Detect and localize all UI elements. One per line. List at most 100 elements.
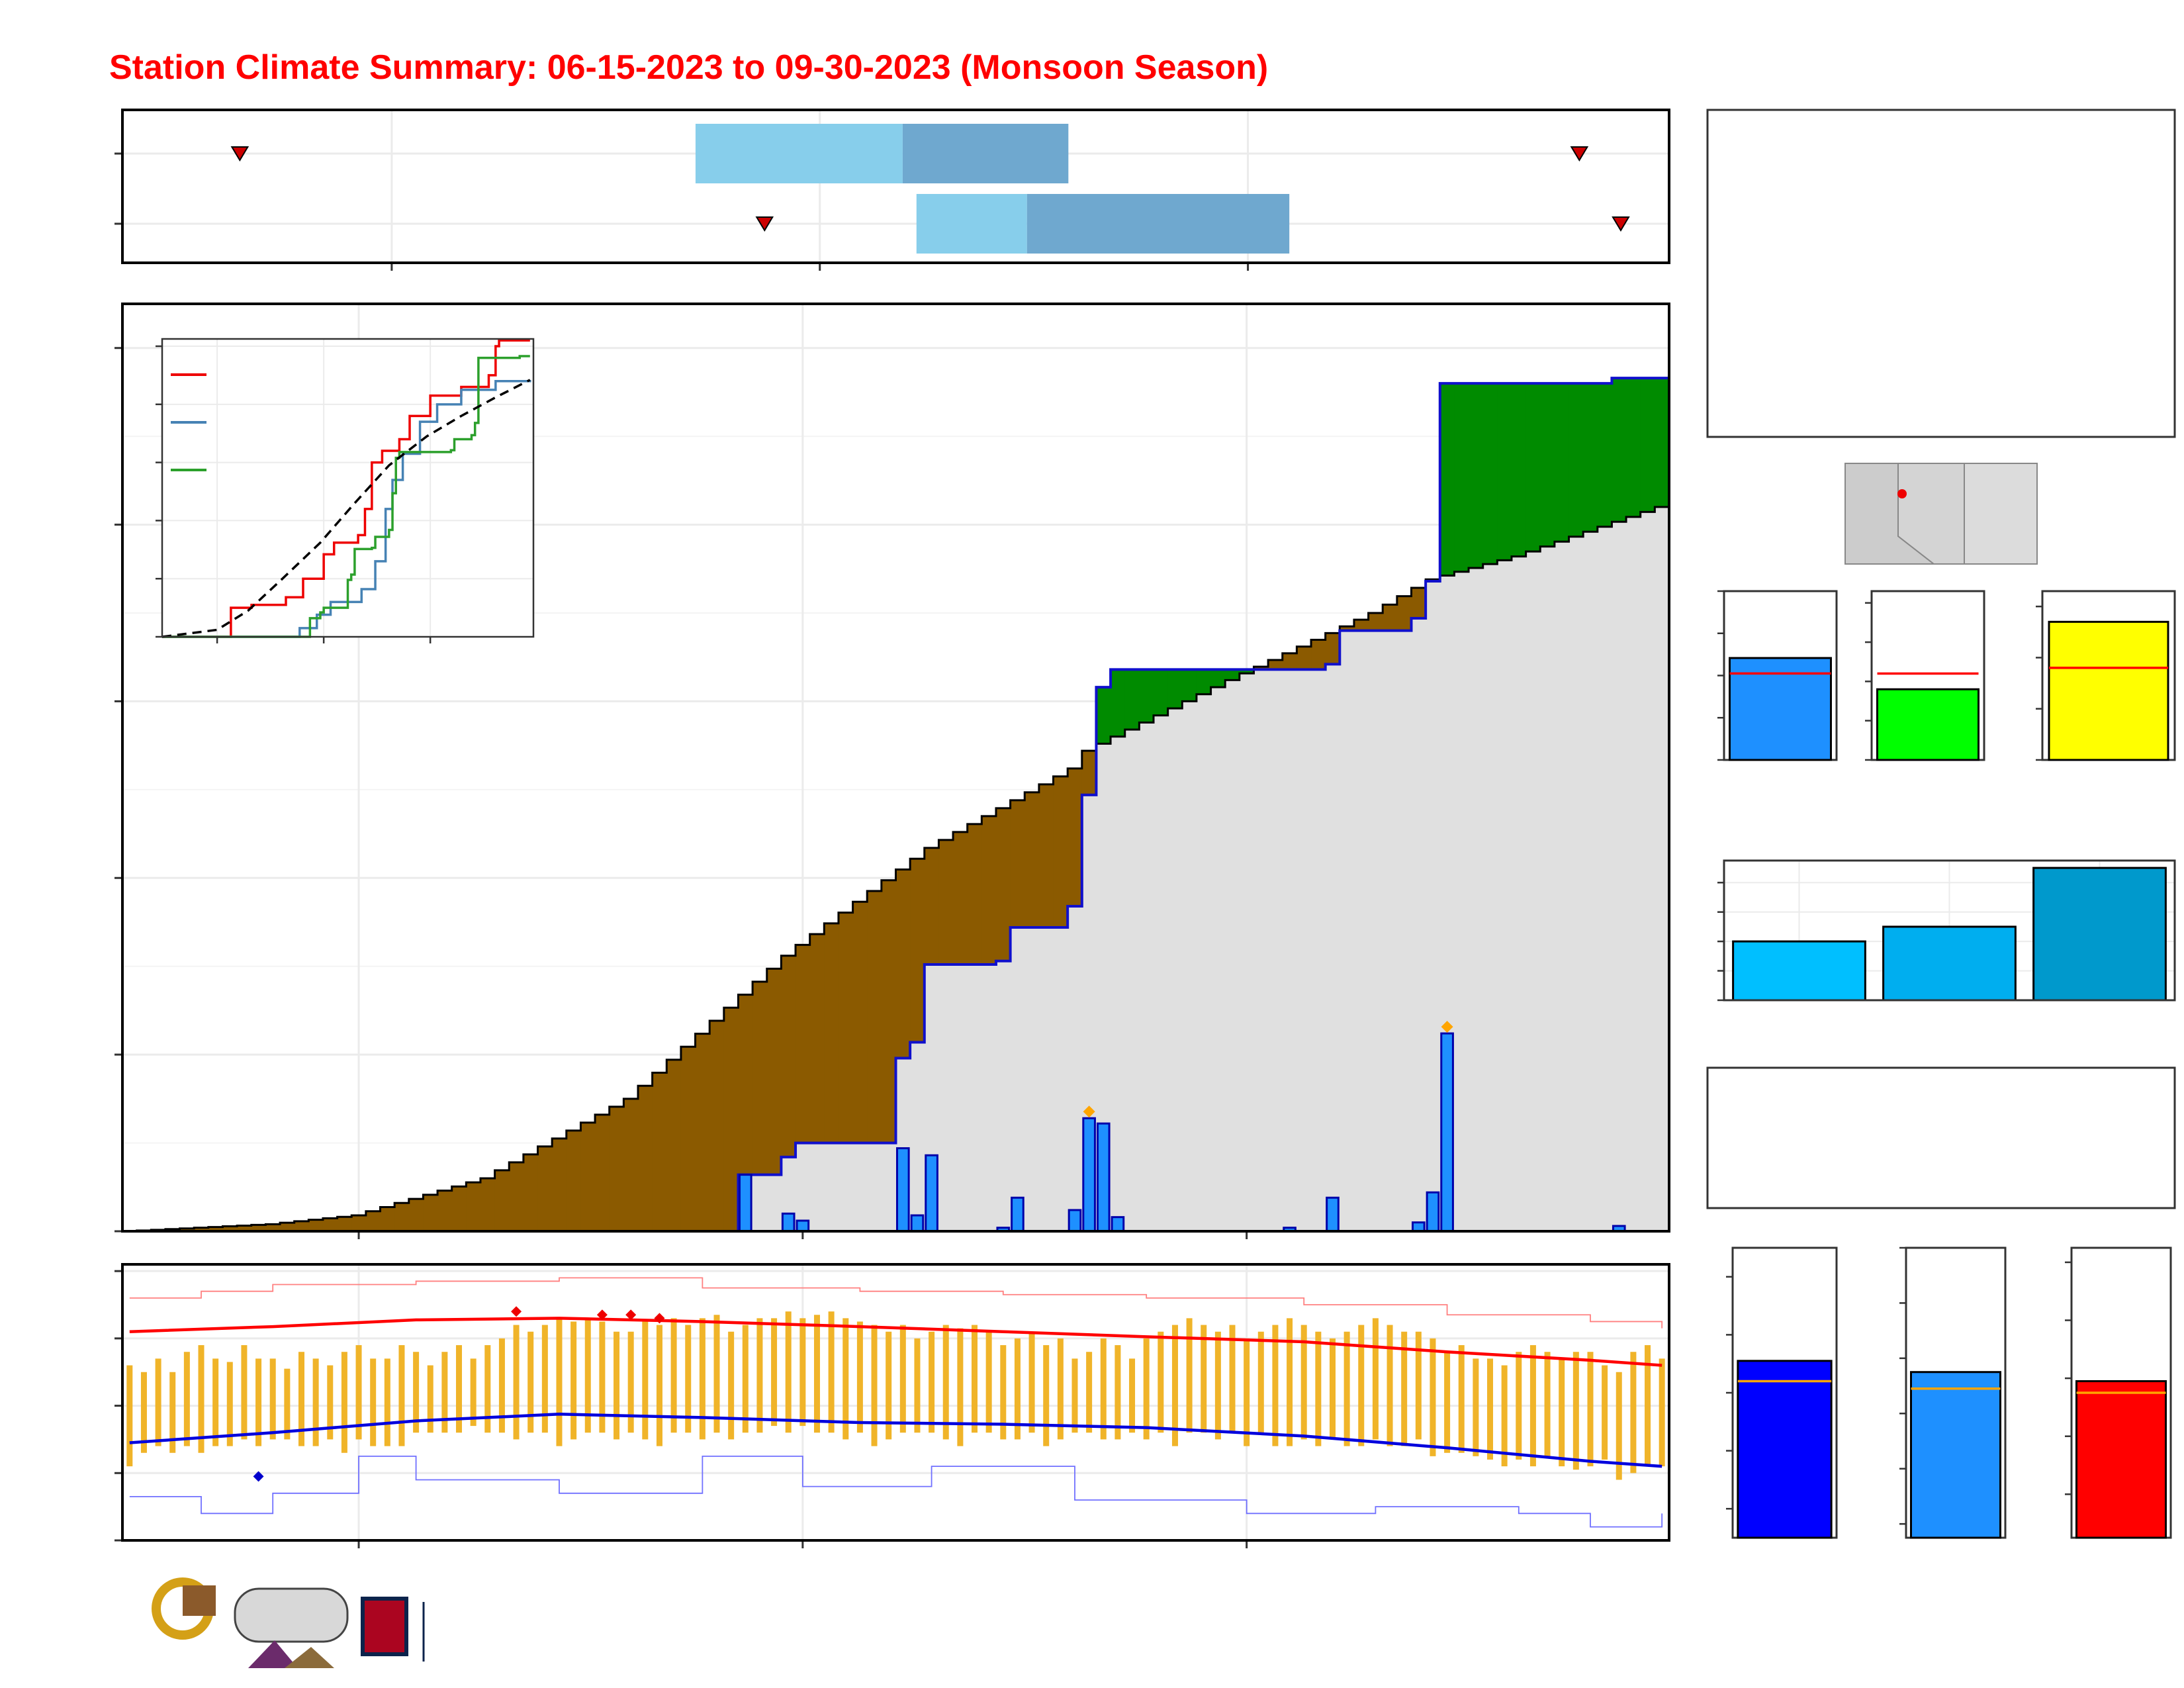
daily-temp-bar [570,1321,577,1440]
daily-precip-bar [1440,1032,1454,1233]
daily-temp-bar [728,1331,735,1440]
surplus-area [1124,669,1140,730]
right-column [1706,109,2176,1539]
surplus-area [1655,378,1670,507]
inset-average-line [161,379,531,638]
daily-temp-bar [226,1362,233,1446]
daily-temp-bar [685,1325,692,1433]
deficit-area [552,1138,567,1231]
daily-temp-bar [929,1331,935,1433]
surplus-area [1511,383,1527,557]
deficit-area [995,808,1011,961]
daily-temp-bar [384,1358,390,1446]
daily-temp-bar [914,1338,921,1433]
surplus-area [1612,378,1627,522]
daily-temp-bar [1343,1331,1350,1446]
daily-precip-bar [796,1219,810,1233]
csap-logo-mountain [285,1647,334,1668]
daily-temp-bar [1186,1318,1193,1433]
mini-bar-precip [1729,657,1832,761]
daily-precip-bar [1426,1191,1440,1233]
daily-temp-bar [899,1325,906,1433]
daily-temp-bar [1057,1338,1064,1440]
avg-min-line [129,1413,1662,1468]
daily-temp-bar [1544,1352,1551,1456]
daily-temp-bar [1358,1325,1365,1446]
daily-temp-bar [1645,1345,1651,1467]
daily-temp-bar [1143,1338,1150,1440]
deficit-area [322,1218,338,1231]
surplus-area [1111,669,1126,737]
daily-temp-bar [670,1318,677,1433]
daily-temp-bar [656,1325,662,1446]
daily-temp-bar [498,1338,505,1433]
temps-frame [121,1263,1670,1542]
deficit-area [981,816,997,965]
daily-temp-bar [1473,1358,1479,1456]
map-state-nm [1897,463,1965,565]
deficit-area [1024,792,1040,928]
surplus-area [1554,383,1570,542]
events-frame [1723,859,2176,1002]
deficit-area [809,934,825,1143]
precip-panel [114,303,1670,1239]
deficit-area [408,1199,424,1231]
daily-temp-bar [1487,1358,1494,1460]
record-daily-marker [1441,1021,1453,1033]
daily-temp-bar [1043,1345,1050,1446]
daily-temp-bar [1300,1325,1307,1440]
daily-temp-bar [1659,1358,1665,1467]
deficit-area [1368,613,1383,631]
surplus-area [1167,669,1183,709]
daily-temp-bar [1315,1331,1322,1446]
deficit-area [265,1224,281,1231]
daily-temp-bar [1587,1352,1594,1467]
daily-temp-bar [413,1352,420,1433]
page-title: Station Climate Summary: 06-15-2023 to 0… [109,48,1269,87]
daily-precip-bar [1011,1196,1024,1233]
daily-temp-bar [957,1328,964,1446]
surplus-area [1139,669,1154,723]
deficit-area [466,1182,481,1231]
daily-temp-bar [1158,1331,1164,1433]
deficit-area [953,831,968,965]
daily-temp-bar [1559,1358,1565,1467]
deficit-area [1325,633,1340,665]
deficit-area [1053,776,1068,928]
daily-temp-bar [799,1318,806,1427]
deficit-area [280,1223,295,1231]
daily-temp-bar [1630,1352,1637,1474]
ua-logo-block [361,1597,408,1656]
surplus-area [1096,687,1111,744]
daily-temp-bar [212,1358,219,1446]
daily-precip-bar [910,1214,925,1233]
temps-background [122,1264,1669,1540]
deficit-area [766,968,782,1175]
daily-temp-bar [527,1331,534,1433]
daily-temp-bar [198,1345,205,1453]
daily-temp-bar [298,1352,304,1446]
deficit-area [1353,620,1369,631]
mini-bar-t-max [2075,1380,2167,1539]
daily-temp-bar [1415,1331,1422,1440]
deficit-area [1396,596,1412,631]
deficit-area [494,1170,510,1231]
deficit-area [881,880,897,1143]
climas-logo-block [183,1585,216,1616]
timing-last-marker [1570,146,1589,162]
surplus-area [1469,383,1484,568]
logos [152,1577,425,1668]
deficit-area [838,912,854,1143]
daily-precip-bar [1096,1122,1111,1233]
timing-last-marker [1612,216,1630,232]
timing-first-marker [230,146,250,162]
dry-spells-box [1706,1066,2176,1209]
deficit-area [1268,659,1283,670]
station-location-dot [1897,489,1907,498]
deficit-area [451,1186,467,1231]
daily-temp-bar [441,1352,448,1433]
deficit-area [609,1106,624,1231]
record-low-marker [253,1471,264,1482]
daily-temp-bar [1028,1331,1035,1433]
daily-temp-bar [699,1318,705,1440]
